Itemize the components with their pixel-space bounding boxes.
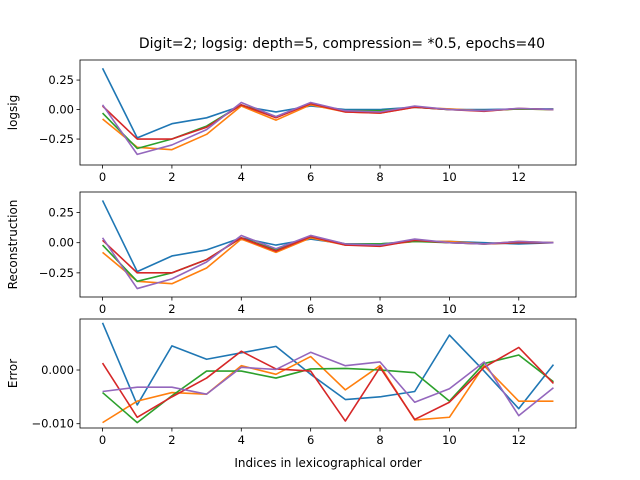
x-tick-label: 4 (238, 433, 245, 447)
x-tick-label: 4 (238, 170, 245, 184)
series-group (101, 322, 555, 424)
x-tick-label: 10 (442, 433, 457, 447)
x-tick-label: 0 (99, 433, 106, 447)
x-tick-label: 6 (307, 170, 314, 184)
x-tick-label: 12 (511, 433, 526, 447)
x-tick-label: 8 (376, 433, 383, 447)
y-axis-label: Error (6, 359, 20, 388)
series-line-5 (102, 351, 554, 417)
y-axis-label: logsig (6, 95, 20, 131)
x-tick-label: 2 (168, 433, 175, 447)
y-tick-label: 0.00 (48, 103, 74, 117)
series-line-1 (101, 322, 555, 410)
series-line-5 (101, 101, 554, 156)
y-tick-label: 0.000 (41, 363, 74, 377)
x-tick-label: 0 (99, 170, 106, 184)
series-line-5 (101, 234, 554, 290)
x-tick-label: 0 (99, 302, 106, 316)
x-tick-label: 8 (376, 170, 383, 184)
x-tick-label: 2 (168, 302, 175, 316)
x-tick-label: 12 (511, 170, 526, 184)
y-tick-label: −0.25 (39, 266, 74, 280)
x-tick-label: 12 (511, 302, 526, 316)
x-tick-label: 2 (168, 170, 175, 184)
series-line-4 (101, 346, 555, 422)
axes-frame (79, 59, 577, 166)
x-tick-label: 6 (307, 433, 314, 447)
axes-frame (79, 318, 577, 429)
y-tick-label: −0.25 (39, 132, 74, 146)
x-axis-label: Indices in lexicographical order (234, 456, 421, 470)
x-tick-label: 4 (238, 302, 245, 316)
y-axis-label: Reconstruction (6, 200, 20, 290)
series-group (101, 67, 554, 156)
series-line-3 (102, 354, 554, 424)
subplot-group: 0 2 4 6 8 10 12 0.25 0.00 −0.25 logsig 0 2 4 6 8 10 12 0.2… (6, 59, 577, 447)
y-tick-label: 0.00 (48, 236, 74, 250)
y-tick-label: 0.25 (48, 73, 74, 87)
series-group (101, 200, 554, 290)
y-tick-label: −0.010 (31, 417, 74, 431)
y-tick-label: 0.25 (48, 206, 74, 220)
axes-frame (79, 191, 577, 298)
x-tick-label: 8 (376, 302, 383, 316)
chart-title: Digit=2; logsig: depth=5, compression= *… (139, 36, 545, 52)
subplot-2: 0 2 4 6 8 10 12 0.25 0.00 −0.25 Reconstruction (6, 191, 577, 316)
subplot-3: 0 2 4 6 8 10 12 0.000 −0.010 Error (6, 318, 577, 447)
x-tick-label: 6 (307, 302, 314, 316)
x-tick-label: 10 (442, 170, 457, 184)
subplot-1: 0 2 4 6 8 10 12 0.25 0.00 −0.25 logsig (6, 59, 577, 184)
x-tick-label: 10 (442, 302, 457, 316)
